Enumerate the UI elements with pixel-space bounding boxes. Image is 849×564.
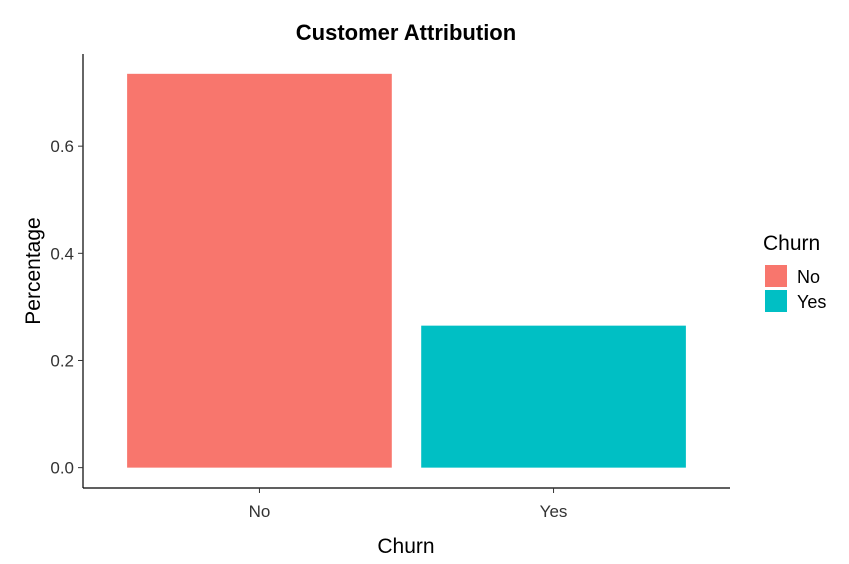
x-axis-ticks: No Yes — [249, 488, 568, 521]
y-tick-label: 0.4 — [50, 244, 74, 263]
plot-area — [127, 73, 686, 468]
x-tick-label: Yes — [540, 502, 568, 521]
x-tick-label: No — [249, 502, 271, 521]
legend-label-yes: Yes — [797, 292, 826, 312]
bar-yes — [421, 325, 686, 468]
legend-key-yes — [765, 290, 787, 312]
legend-key-no — [765, 265, 787, 287]
bar-no — [127, 73, 392, 468]
y-tick-label: 0.2 — [50, 351, 74, 370]
chart-title: Customer Attribution — [296, 20, 516, 45]
y-axis-ticks: 0.0 0.2 0.4 0.6 — [50, 137, 83, 478]
y-axis-title: Percentage — [22, 217, 45, 324]
y-tick-label: 0.6 — [50, 137, 74, 156]
legend: Churn No Yes — [763, 232, 826, 312]
x-axis-title: Churn — [377, 535, 434, 558]
legend-label-no: No — [797, 267, 820, 287]
legend-title: Churn — [763, 232, 820, 255]
y-tick-label: 0.0 — [50, 459, 74, 478]
